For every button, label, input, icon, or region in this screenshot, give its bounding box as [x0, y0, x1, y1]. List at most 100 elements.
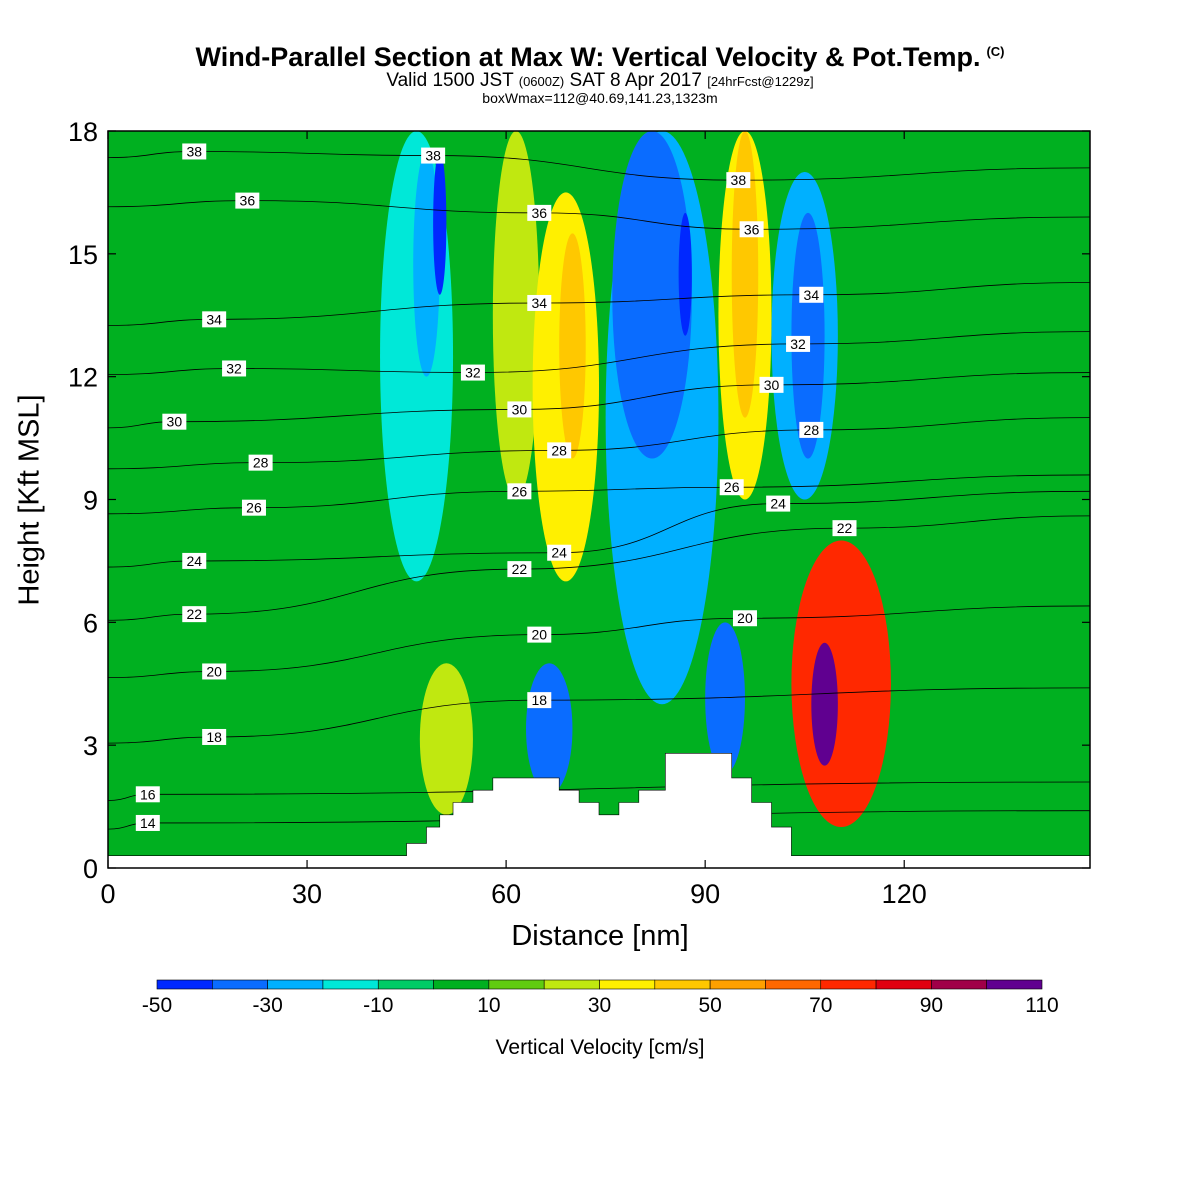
subtitle-date: SAT 8 Apr 2017: [569, 70, 702, 91]
colorbar-swatch-13: [875, 979, 932, 990]
velocity-feature-15: [419, 663, 473, 815]
velocity-feature-8: [678, 212, 692, 336]
colorbar-swatch-5: [433, 979, 490, 990]
contour-label-1: 36: [240, 193, 256, 209]
contour-label-25: 36: [744, 221, 760, 237]
chart-title: Wind-Parallel Section at Max W: Vertical…: [0, 42, 1200, 73]
theta-contour-32: [108, 331, 1090, 376]
contour-label-29: 28: [804, 422, 820, 438]
contour-label-26: 34: [804, 287, 820, 303]
contour-label-box-14: [527, 204, 552, 221]
contour-label-box-10: [202, 728, 227, 745]
contour-label-33: 20: [737, 610, 753, 626]
colorbar-swatch-12: [820, 979, 877, 990]
contour-label-box-21: [507, 561, 532, 578]
contour-label-27: 32: [790, 336, 806, 352]
x-tick-label-4: 120: [882, 879, 927, 909]
contour-label-16: 32: [465, 365, 481, 381]
contour-label-box-1: [235, 192, 260, 209]
y-tick-label-4: 12: [68, 363, 98, 393]
colorbar-tick-label-2: -10: [363, 994, 393, 1017]
contour-label-23: 18: [531, 692, 547, 708]
colorbar-swatch-14: [931, 979, 987, 990]
contour-label-15: 34: [531, 295, 547, 311]
contour-label-box-28: [759, 376, 784, 393]
contour-label-32: 22: [837, 520, 853, 536]
contour-label-box-15: [527, 294, 552, 311]
velocity-feature-10: [731, 131, 759, 418]
contour-label-box-12: [135, 814, 160, 831]
contour-label-21: 22: [512, 561, 528, 577]
colorbar-swatch-6: [488, 979, 545, 990]
contour-label-box-31: [766, 495, 791, 512]
colorbar-swatch-11: [765, 979, 822, 990]
contour-label-22: 20: [531, 627, 547, 643]
contour-label-box-26: [799, 286, 824, 303]
contour-label-box-5: [248, 454, 273, 471]
velocity-feature-5: [559, 233, 586, 459]
contour-label-box-27: [786, 335, 811, 352]
contour-label-24: 38: [731, 172, 747, 188]
theta-contour-18: [108, 687, 1090, 744]
chart-subtitle-boxwmax: boxWmax=112@40.69,141.23,1323m: [482, 90, 718, 106]
contour-label-box-18: [547, 442, 572, 459]
colorbar-swatch-0: [156, 979, 213, 990]
colorbar-tick-label-5: 50: [698, 994, 721, 1017]
contour-label-box-19: [507, 483, 532, 500]
contour-label-box-0: [182, 143, 207, 160]
contour-label-8: 22: [186, 606, 202, 622]
contour-label-box-4: [162, 413, 187, 430]
x-tick-label-3: 90: [690, 879, 720, 909]
contour-label-box-29: [799, 421, 824, 438]
contour-label-13: 38: [425, 148, 441, 164]
colorbar-swatch-3: [322, 979, 379, 990]
contour-label-4: 30: [167, 414, 183, 430]
contour-label-0: 38: [186, 143, 202, 159]
colorbar-tick-label-3: 10: [477, 994, 500, 1017]
contour-label-12: 14: [140, 815, 156, 831]
velocity-feature-2: [433, 151, 447, 295]
theta-contour-36: [108, 200, 1090, 230]
y-tick-label-6: 18: [68, 117, 98, 147]
y-axis-label: Height [Kft MSL]: [13, 394, 46, 606]
subtitle-zulu: (0600Z): [518, 74, 565, 89]
contour-label-box-9: [202, 663, 227, 680]
contour-label-box-6: [241, 499, 266, 516]
contour-label-box-8: [182, 606, 207, 623]
y-tick-label-3: 9: [83, 486, 98, 516]
velocity-feature-13: [526, 663, 573, 795]
field-background: [108, 131, 1090, 868]
colorbar-swatch-4: [377, 979, 434, 990]
y-tick-label-2: 6: [83, 608, 98, 638]
contour-label-box-33: [732, 610, 757, 627]
contour-label-box-30: [719, 479, 744, 496]
colorbar-tick-label-4: 30: [588, 994, 611, 1017]
contour-label-18: 28: [551, 442, 567, 458]
contour-label-11: 16: [140, 786, 156, 802]
contour-label-box-25: [739, 221, 764, 238]
x-axis-label: Distance [nm]: [511, 920, 689, 952]
velocity-feature-17: [811, 642, 838, 766]
contour-label-box-3: [222, 360, 247, 377]
contour-label-9: 20: [206, 663, 222, 679]
subtitle-forecast: [24hrFcst@1229z]: [707, 74, 814, 89]
contour-label-box-16: [460, 364, 485, 381]
chart-title-text: Wind-Parallel Section at Max W: Vertical…: [195, 42, 981, 72]
contour-label-box-7: [182, 552, 207, 569]
contour-label-box-11: [135, 786, 160, 803]
y-tick-label-1: 3: [83, 731, 98, 761]
colorbar-swatch-10: [709, 979, 766, 990]
colorbar-tick-label-7: 90: [920, 994, 943, 1017]
colorbar-swatch-2: [267, 979, 324, 990]
contour-label-10: 18: [206, 729, 222, 745]
theta-contour-26: [108, 474, 1090, 515]
velocity-field: [108, 131, 1090, 868]
contour-label-box-24: [726, 172, 751, 189]
colorbar-swatch-8: [599, 979, 656, 990]
contour-label-19: 26: [512, 483, 528, 499]
velocity-feature-3: [492, 131, 540, 500]
colorbar-swatch-7: [543, 979, 600, 990]
contour-label-2: 34: [206, 311, 222, 327]
contour-label-3: 32: [226, 360, 242, 376]
